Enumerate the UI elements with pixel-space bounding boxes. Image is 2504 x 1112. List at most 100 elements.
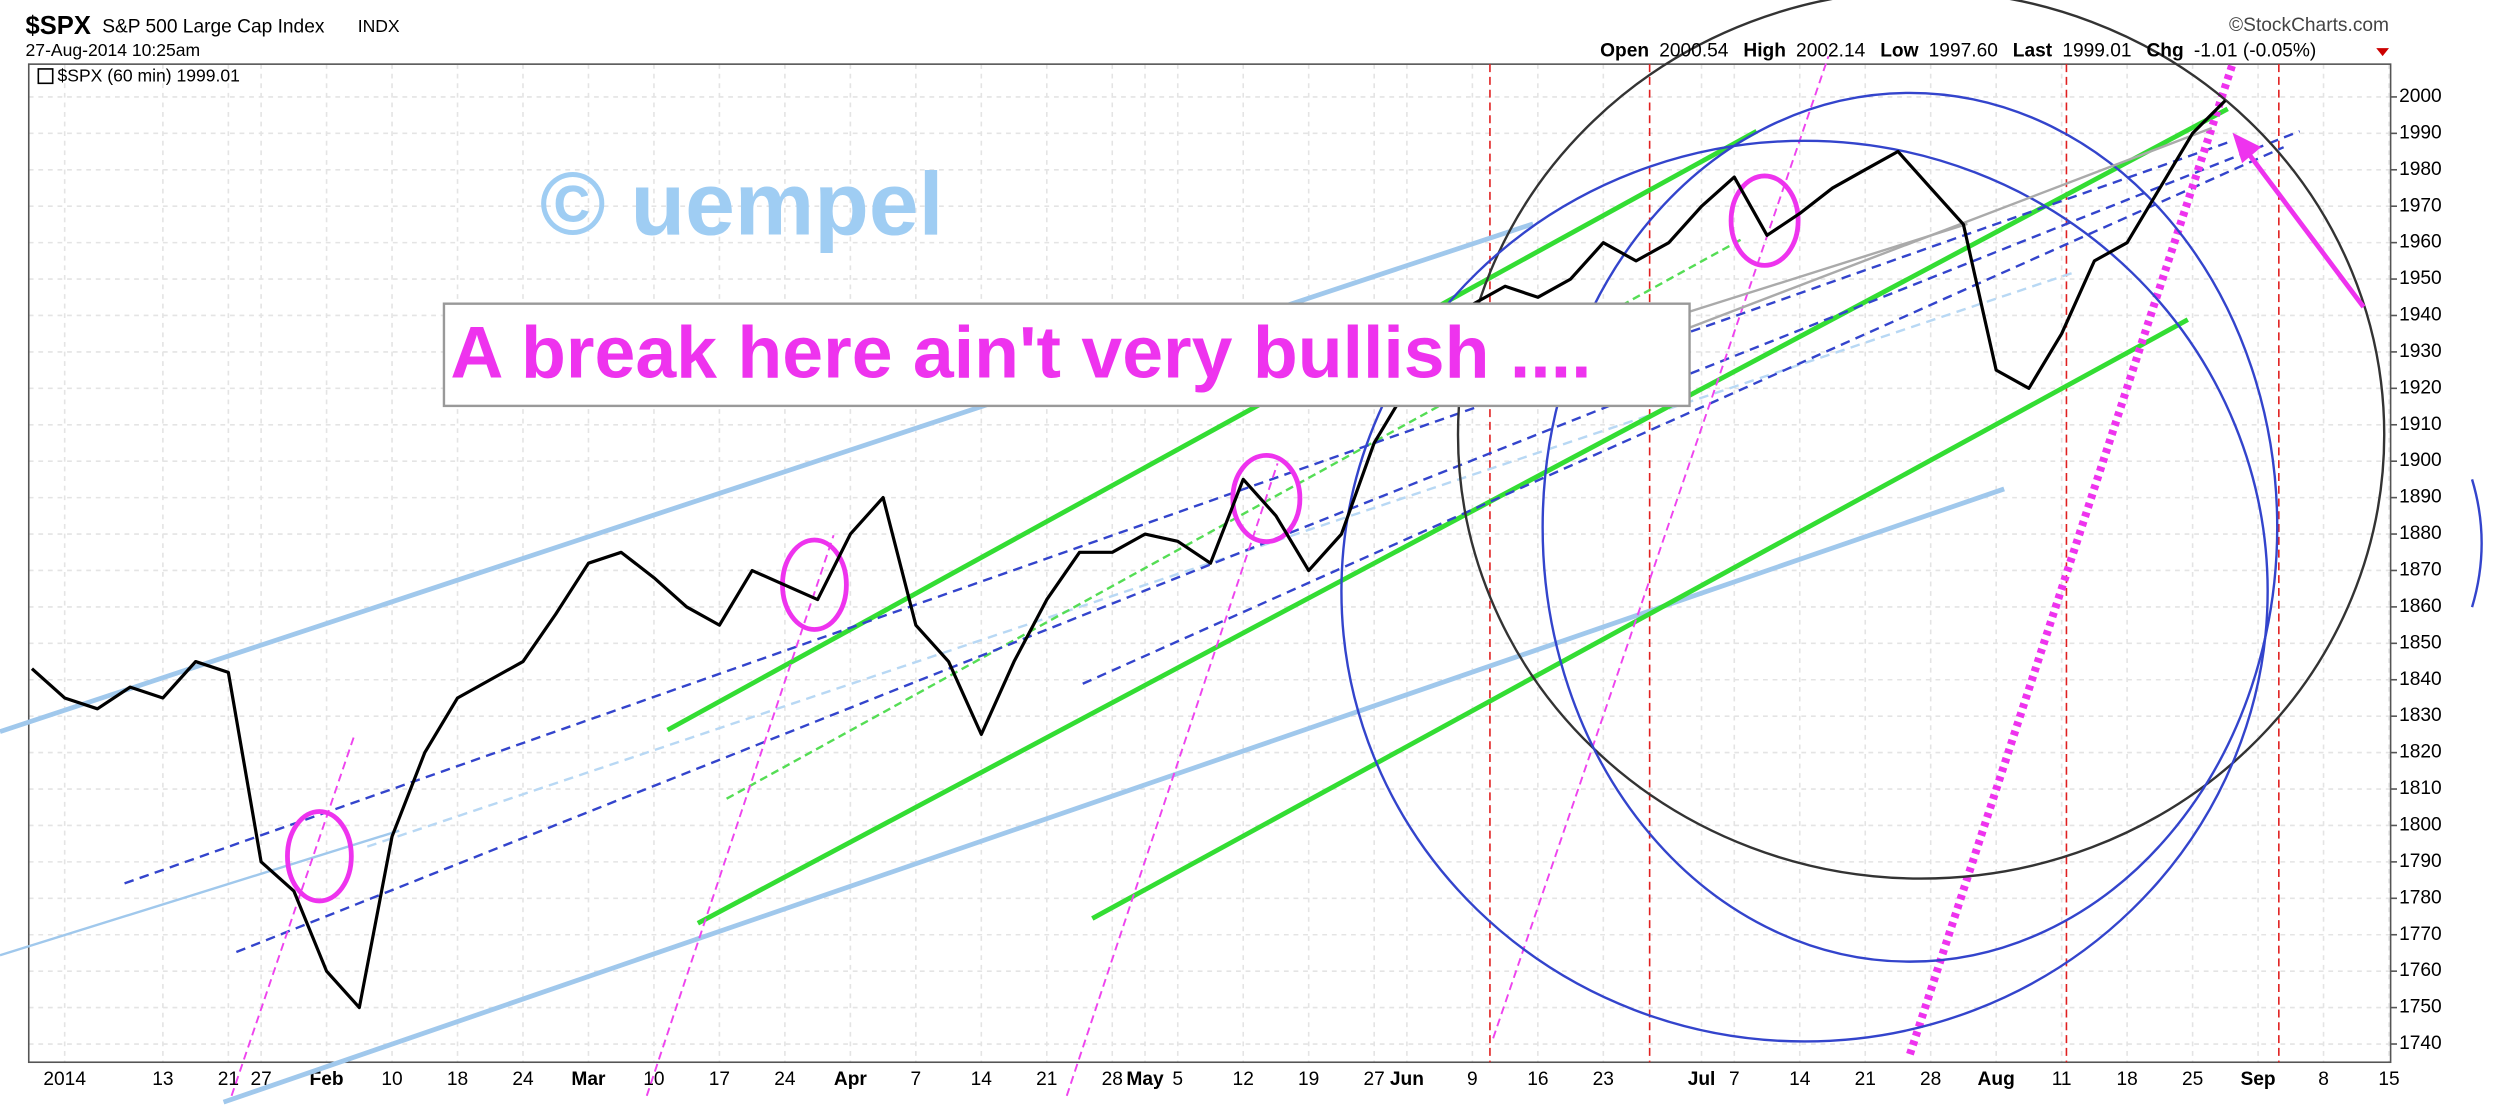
down-marker [2376, 48, 2390, 57]
legend-entry: $SPX (60 min) 1999.01 [57, 66, 239, 86]
x-tick-label: Apr [834, 1069, 868, 1090]
arrow-head [2232, 132, 2262, 164]
circle [285, 809, 354, 904]
grid: 1740175017601770178017901800181018201830… [28, 64, 2442, 1090]
x-tick-label: 24 [512, 1069, 534, 1090]
symbol: $SPX [26, 12, 91, 40]
quote-line: Open 2000.54 High 2002.14 Low 1997.60 La… [1600, 40, 2316, 61]
x-tick-label: 19 [1298, 1069, 1319, 1090]
y-tick-label: 1820 [2399, 742, 2442, 763]
quote-label: Open [1600, 40, 1649, 61]
date-markers [1489, 64, 2280, 1063]
plot-frame [27, 63, 2392, 1064]
x-tick-label: Jul [1688, 1069, 1716, 1090]
x-tick-label: 5 [1172, 1069, 1183, 1090]
y-tick-label: 1810 [2399, 778, 2442, 799]
arrow [2241, 145, 2366, 309]
legend-swatch [37, 68, 54, 85]
x-tick-label: 12 [1233, 1069, 1254, 1090]
x-tick-label: 7 [911, 1069, 922, 1090]
x-tick-label: 11 [2052, 1069, 2072, 1090]
quote-value: 1997.60 [1929, 40, 1998, 61]
trend-line [1906, 62, 2237, 1056]
x-tick-label: 28 [1102, 1069, 1123, 1090]
x-tick-label: 28 [1920, 1069, 1941, 1090]
circle [2470, 479, 2483, 608]
annotation-box [442, 302, 1691, 408]
x-tick-label: Mar [571, 1069, 606, 1090]
x-tick-label: 9 [1467, 1069, 1478, 1090]
x-tick-label: 25 [2182, 1069, 2203, 1090]
x-tick-label: 27 [250, 1069, 271, 1090]
y-tick-label: 1830 [2399, 705, 2442, 726]
quote-label: High [1743, 40, 1786, 61]
y-tick-label: 1910 [2399, 414, 2442, 435]
price-line [30, 99, 2227, 1010]
quote-label: Low [1880, 40, 1918, 61]
x-tick-label: 10 [643, 1069, 664, 1090]
x-tick-label: 16 [1527, 1069, 1548, 1090]
y-tick-label: 1840 [2399, 669, 2442, 690]
x-tick-label: May [1126, 1069, 1164, 1090]
y-tick-label: 1920 [2399, 377, 2442, 398]
y-tick-label: 1870 [2399, 560, 2442, 581]
watermark: © uempel [540, 154, 944, 254]
y-tick-label: 1780 [2399, 887, 2442, 908]
x-tick-label: 15 [2378, 1069, 2399, 1090]
y-tick-label: 1890 [2399, 487, 2442, 508]
y-tick-label: 1990 [2399, 122, 2442, 143]
y-tick-label: 1790 [2399, 851, 2442, 872]
x-tick-label: 21 [1855, 1069, 1876, 1090]
y-tick-label: 1880 [2399, 523, 2442, 544]
y-tick-label: 2000 [2399, 86, 2442, 107]
y-tick-label: 1960 [2399, 232, 2442, 253]
quote-value: 1999.01 [2062, 40, 2131, 61]
x-tick-label: 24 [774, 1069, 796, 1090]
circle [1230, 452, 1303, 545]
x-tick-label: 18 [447, 1069, 468, 1090]
exchange: INDX [358, 16, 400, 36]
y-tick-label: 1930 [2399, 341, 2442, 362]
circle [1541, 91, 2279, 963]
y-tick-label: 1950 [2399, 268, 2442, 289]
quote-value: 2000.54 [1659, 40, 1729, 61]
y-tick-label: 1850 [2399, 632, 2442, 653]
x-tick-label: 21 [218, 1069, 239, 1090]
y-tick-label: 1770 [2399, 924, 2442, 945]
y-tick-label: 1860 [2399, 596, 2442, 617]
trend-line [1082, 146, 2285, 685]
x-tick-label: 23 [1593, 1069, 1614, 1090]
circle [1728, 173, 1801, 268]
source: ©StockCharts.com [2229, 15, 2389, 36]
x-tick-label: 18 [2116, 1069, 2137, 1090]
trend-line [696, 106, 2229, 926]
x-tick-label: 8 [2318, 1069, 2329, 1090]
timestamp: 27-Aug-2014 10:25am [26, 40, 201, 60]
series [30, 99, 2227, 1010]
x-tick-label: 2014 [43, 1069, 86, 1090]
quote-value: -1.01 (-0.05%) [2194, 40, 2316, 61]
trend-line [124, 139, 2233, 885]
y-tick-label: 1970 [2399, 195, 2442, 216]
trend-line [222, 486, 2005, 1105]
y-tick-label: 1940 [2399, 305, 2442, 326]
x-tick-label: 21 [1036, 1069, 1057, 1090]
y-tick-label: 1800 [2399, 815, 2442, 836]
y-tick-label: 1980 [2399, 159, 2442, 180]
circle [1340, 139, 2269, 1043]
y-tick-label: 1900 [2399, 450, 2442, 471]
x-tick-label: Sep [2241, 1069, 2276, 1090]
annotation: A break here ain't very bullish .... [450, 311, 1591, 393]
x-tick-label: Aug [1978, 1069, 2015, 1090]
x-tick-label: Jun [1390, 1069, 1424, 1090]
x-tick-label: 13 [152, 1069, 173, 1090]
trend-line [1065, 463, 1279, 1097]
index-name: S&P 500 Large Cap Index [102, 16, 325, 37]
y-tick-label: 1740 [2399, 1033, 2442, 1054]
pointer-line [1689, 126, 2213, 329]
trend-line [1492, 55, 1830, 1039]
